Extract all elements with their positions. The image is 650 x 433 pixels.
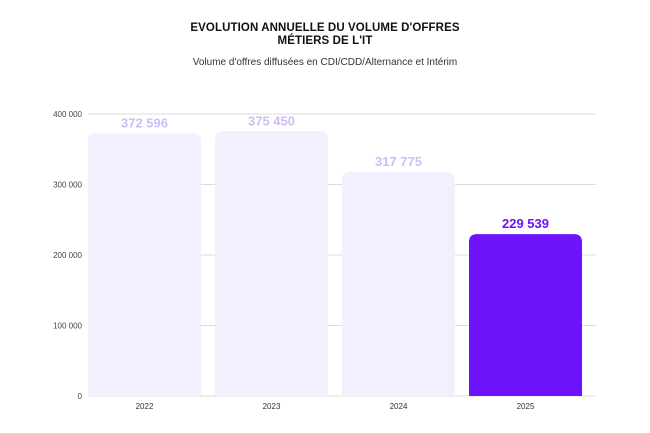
y-tick-label: 100 000 [53,322,82,331]
bar-2024 [342,171,455,396]
x-tick-label-2022: 2022 [136,402,154,411]
bars [88,131,582,397]
value-label-2024: 317 775 [375,154,422,169]
bar-2022 [88,133,201,396]
y-tick-label: 0 [78,392,83,401]
x-tick-label-2024: 2024 [390,402,408,411]
chart-title: EVOLUTION ANNUELLE DU VOLUME D'OFFRES MÉ… [0,22,650,48]
value-label-2025: 229 539 [502,216,549,231]
x-tick-label-2023: 2023 [263,402,281,411]
y-axis-ticks: 0 100 000 200 000 300 000 400 000 [53,110,82,401]
y-tick-label: 200 000 [53,251,82,260]
value-labels: 372 596 375 450 317 775 229 539 [121,113,549,231]
chart-title-line-2: MÉTIERS DE L'IT [277,35,373,47]
y-tick-label: 400 000 [53,110,82,119]
y-tick-label: 300 000 [53,181,82,190]
chart-title-line-1: EVOLUTION ANNUELLE DU VOLUME D'OFFRES [190,22,460,34]
value-label-2022: 372 596 [121,115,168,130]
value-label-2023: 375 450 [248,113,295,128]
x-axis-ticks: 2022 2023 2024 2025 [136,402,535,411]
bar-2023 [215,131,328,397]
bar-2025 [469,234,582,396]
chart-subtitle: Volume d'offres diffusées en CDI/CDD/Alt… [192,57,458,68]
x-tick-label-2025: 2025 [517,402,535,411]
